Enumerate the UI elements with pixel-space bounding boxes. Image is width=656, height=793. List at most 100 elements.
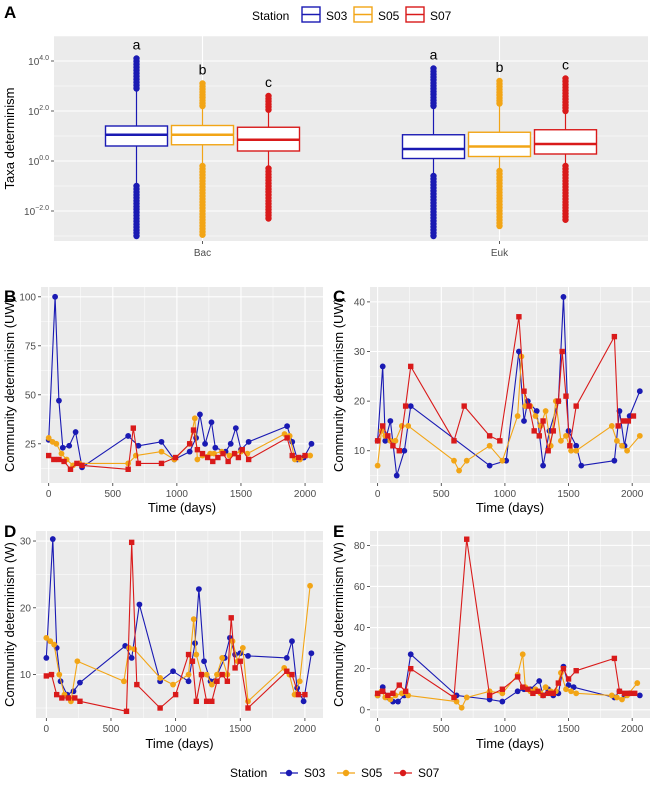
panel-b-x-tick-label: 2000 bbox=[294, 489, 317, 500]
panel-d-point-s05 bbox=[74, 658, 81, 665]
panel-a-significance-letter: b bbox=[199, 62, 207, 78]
line-plot-panel-b: 0 500 1000 1500 2000 25 50 75 100 Time (days) Comm… bbox=[2, 287, 323, 515]
legend-top-label-s07: S07 bbox=[430, 9, 452, 23]
panel-d-point-s05 bbox=[190, 616, 197, 623]
panel-d-point-s03 bbox=[70, 688, 77, 695]
panel-d-point-s03 bbox=[245, 652, 251, 659]
panel-d-point-s07 bbox=[203, 698, 210, 705]
panel-c-x-tick-label: 2000 bbox=[621, 489, 644, 500]
panel-e-x-tick-label: 500 bbox=[433, 724, 450, 735]
panel-e-point-s05 bbox=[563, 686, 569, 693]
panel-c-point-s05 bbox=[608, 423, 615, 429]
panel-e-point-s07 bbox=[565, 676, 572, 682]
panel-e-point-s05 bbox=[619, 696, 625, 703]
panel-d-point-s07 bbox=[224, 678, 231, 684]
panel-d-point-s07 bbox=[185, 651, 192, 658]
panel-c-point-s03 bbox=[521, 418, 527, 424]
panel-d-point-s03 bbox=[136, 601, 143, 608]
panel-letter-c: C bbox=[333, 287, 345, 306]
panel-c-y-tick-label: 40 bbox=[354, 297, 366, 308]
panel-c-point-s05 bbox=[636, 432, 643, 439]
panel-d-point-s03 bbox=[308, 650, 315, 657]
panel-c-point-s05 bbox=[456, 467, 462, 474]
panel-b-point-s07 bbox=[289, 452, 295, 459]
panel-d-point-s05 bbox=[203, 671, 210, 678]
panel-c-point-s07 bbox=[521, 388, 527, 394]
panel-b-point-s07 bbox=[74, 460, 80, 467]
panel-c-point-s05 bbox=[558, 437, 564, 444]
panel-b-point-s03 bbox=[232, 425, 239, 432]
panel-d-point-s07 bbox=[72, 695, 78, 701]
panel-c-point-s03 bbox=[573, 442, 580, 449]
legend-top-label-s05: S05 bbox=[378, 9, 400, 23]
panel-b-point-s07 bbox=[225, 458, 231, 465]
panel-c-point-s07 bbox=[531, 428, 537, 434]
panel-a-box-euk-s05 bbox=[467, 131, 532, 158]
panel-c-point-s07 bbox=[526, 403, 532, 409]
panel-d-point-s07 bbox=[209, 698, 215, 705]
legend-bottom-label-s03: S03 bbox=[304, 766, 326, 780]
panel-d-point-s05 bbox=[43, 634, 50, 641]
panel-d-point-s05 bbox=[296, 678, 303, 685]
panel-e-point-s05 bbox=[608, 692, 615, 699]
panel-c-point-s07 bbox=[374, 438, 381, 444]
panel-b-point-s07 bbox=[45, 452, 52, 459]
panel-c-point-s07 bbox=[545, 448, 551, 454]
panel-b-point-s03 bbox=[56, 397, 62, 404]
panel-a-y-tick-label: 100.0 bbox=[28, 155, 49, 168]
panel-d-point-s07 bbox=[59, 695, 65, 701]
panel-d-point-s07 bbox=[284, 668, 290, 674]
panel-b-point-s07 bbox=[284, 435, 290, 441]
panel-c-point-s07 bbox=[516, 314, 522, 320]
panel-e-point-s05 bbox=[634, 680, 641, 686]
panel-e-point-s07 bbox=[408, 665, 414, 672]
legend-top: Station S03 S05 S07 bbox=[252, 6, 452, 23]
panel-e-point-s05 bbox=[519, 651, 526, 658]
panel-b-point-s03 bbox=[308, 440, 315, 447]
panel-e-point-s07 bbox=[550, 690, 556, 697]
panel-b-point-s07 bbox=[56, 456, 62, 463]
panel-c-point-s05 bbox=[619, 442, 625, 449]
panel-e-point-s07 bbox=[530, 690, 536, 697]
panel-c-point-s05 bbox=[614, 437, 620, 444]
panel-c-point-s05 bbox=[451, 457, 457, 464]
panel-d-point-s05 bbox=[185, 671, 192, 678]
panel-d-point-s05 bbox=[170, 681, 176, 688]
panel-b-point-s03 bbox=[135, 442, 142, 449]
panel-b-point-s05 bbox=[191, 415, 198, 422]
panel-b-point-s07 bbox=[190, 427, 197, 433]
panel-b-point-s05 bbox=[226, 452, 233, 459]
panel-d-x-tick-label: 500 bbox=[103, 724, 120, 735]
panel-e-point-s07 bbox=[486, 692, 493, 699]
panel-letter-a: A bbox=[4, 3, 16, 22]
panel-e-point-s07 bbox=[390, 690, 396, 697]
panel-e-x-axis-title: Time (days) bbox=[476, 736, 544, 751]
panel-a-outlier-low bbox=[562, 216, 569, 223]
panel-c-point-s03 bbox=[401, 447, 408, 454]
panel-d-point-s05 bbox=[214, 671, 220, 678]
panel-c-point-s03 bbox=[393, 472, 400, 479]
panel-a-y-tick-label: 10−2.0 bbox=[24, 205, 49, 218]
panel-c-point-s03 bbox=[516, 348, 522, 355]
panel-d-point-s03 bbox=[201, 658, 207, 665]
panel-e-y-tick-label: 40 bbox=[354, 623, 366, 634]
panel-c-point-s05 bbox=[563, 432, 569, 439]
panel-c-point-s07 bbox=[385, 433, 391, 439]
panel-d-point-s07 bbox=[43, 673, 50, 679]
panel-d-point-s07 bbox=[48, 671, 55, 678]
panel-b-point-s03 bbox=[158, 438, 165, 445]
panel-a-significance-letter: b bbox=[496, 59, 504, 75]
panel-b-point-s07 bbox=[245, 456, 252, 463]
panel-e-point-s03 bbox=[514, 688, 521, 695]
panel-c-point-s03 bbox=[407, 403, 414, 409]
panel-e-point-s05 bbox=[458, 704, 465, 711]
panel-b-point-s05 bbox=[53, 440, 60, 447]
panel-a-outlier-high bbox=[562, 75, 569, 82]
panel-e-background bbox=[370, 531, 650, 718]
panel-d-x-tick-label: 2000 bbox=[294, 724, 317, 735]
panel-e-y-tick-label: 80 bbox=[354, 541, 366, 552]
panel-c-point-s05 bbox=[568, 447, 574, 454]
panel-c-point-s05 bbox=[398, 423, 405, 429]
panel-b-point-s03 bbox=[245, 438, 252, 445]
